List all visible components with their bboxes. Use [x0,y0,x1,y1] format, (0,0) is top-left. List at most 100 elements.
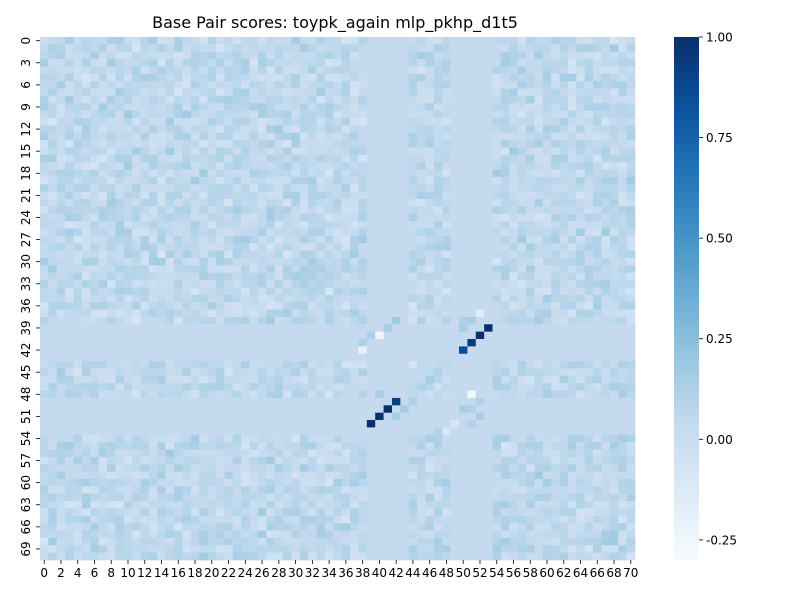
heatmap-cell [601,383,611,391]
heatmap-cell [224,88,234,97]
heatmap-cell [123,59,133,67]
heatmap-cell [492,493,502,502]
heatmap-cell [148,280,158,288]
heatmap-cell [148,449,158,458]
heatmap-cell [174,368,183,377]
heatmap-cell [417,250,426,259]
heatmap-cell [333,280,343,288]
heatmap-cell [98,44,108,53]
heatmap-cell [576,169,586,178]
heatmap-cell [584,206,594,215]
heatmap-cell [123,427,133,436]
heatmap-cell [98,140,108,148]
heatmap-cell [90,103,100,112]
heatmap-cell [308,95,317,104]
heatmap-cell [174,316,183,325]
heatmap-cell [257,265,267,274]
heatmap-cell [341,530,351,539]
heatmap-cell [375,515,384,524]
heatmap-cell [98,390,108,399]
heatmap-cell [341,287,351,296]
heatmap-cell [132,95,141,104]
heatmap-cell [257,530,267,539]
heatmap-cell [215,228,225,237]
heatmap-cell [584,294,594,303]
heatmap-cell [618,243,627,251]
heatmap-cell [174,294,183,303]
heatmap-cell [484,250,493,259]
heatmap-cell [567,361,577,369]
heatmap-cell [484,420,493,428]
heatmap-cell [316,132,326,141]
heatmap-cell [341,213,351,222]
heatmap-cell [316,294,326,303]
heatmap-cell [551,103,560,112]
heatmap-cell [417,95,426,104]
heatmap-cell [475,324,485,332]
heatmap-cell [517,397,527,406]
heatmap-cell [551,508,560,517]
heatmap-cell [324,294,334,303]
heatmap-cell [375,405,384,414]
heatmap-cell [207,368,217,377]
heatmap-cell [241,339,250,347]
heatmap-cell [308,184,317,193]
heatmap-cell [526,434,535,443]
heatmap-cell [383,302,393,310]
heatmap-cell [509,309,519,318]
heatmap-cell [467,44,477,53]
heatmap-cell [215,515,225,524]
heatmap-cell [567,493,577,502]
heatmap-cell [308,88,317,97]
heatmap-cell [333,132,343,141]
heatmap-cell [576,51,586,60]
heatmap-cell [107,515,116,524]
heatmap-cell [584,464,594,472]
heatmap-cell [324,501,334,509]
heatmap-cell [81,545,91,553]
heatmap-cell [274,324,284,332]
heatmap-cell [442,118,451,126]
heatmap-cell [576,324,586,332]
heatmap-cell [467,375,477,384]
heatmap-cell [241,287,250,296]
heatmap-cell [249,66,259,75]
heatmap-cell [73,523,83,531]
heatmap-cell [333,125,343,134]
heatmap-cell [115,191,125,200]
heatmap-cell [509,250,519,259]
heatmap-cell [417,184,426,193]
heatmap-cell [65,88,74,97]
heatmap-cell [433,530,443,539]
heatmap-cell [190,434,200,443]
heatmap-cell [593,383,602,391]
heatmap-cell [559,235,569,244]
heatmap-cell [383,162,393,170]
heatmap-cell [182,280,192,288]
heatmap-cell [492,471,502,480]
heatmap-cell [224,316,234,325]
heatmap-cell [576,37,586,45]
heatmap-cell [65,368,74,377]
heatmap-cell [283,375,292,384]
heatmap-cell [542,81,552,89]
heatmap-cell [584,44,594,53]
heatmap-cell [417,199,426,207]
heatmap-cell [526,302,535,310]
heatmap-cell [190,383,200,391]
heatmap-cell [65,199,74,207]
heatmap-cell [249,331,259,340]
heatmap-cell [450,427,460,436]
heatmap-cell [299,206,309,215]
heatmap-cell [157,66,167,75]
heatmap-cell [475,59,485,67]
heatmap-cell [567,110,577,119]
heatmap-cell [366,199,376,207]
heatmap-cell [433,88,443,97]
heatmap-cell [450,508,460,517]
heatmap-cell [341,397,351,406]
heatmap-cell [601,250,611,259]
heatmap-cell [475,383,485,391]
heatmap-cell [358,309,368,318]
heatmap-cell [215,552,225,561]
